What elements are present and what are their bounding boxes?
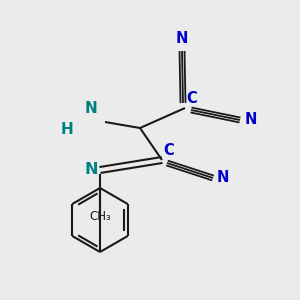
Text: N: N xyxy=(84,101,97,116)
Text: H: H xyxy=(60,122,73,137)
Text: N: N xyxy=(245,112,257,128)
Text: C: C xyxy=(163,143,174,158)
Text: N: N xyxy=(85,163,98,178)
Text: CH₃: CH₃ xyxy=(89,210,111,223)
Text: C: C xyxy=(186,91,197,106)
Text: N: N xyxy=(217,170,230,185)
Text: N: N xyxy=(176,31,188,46)
